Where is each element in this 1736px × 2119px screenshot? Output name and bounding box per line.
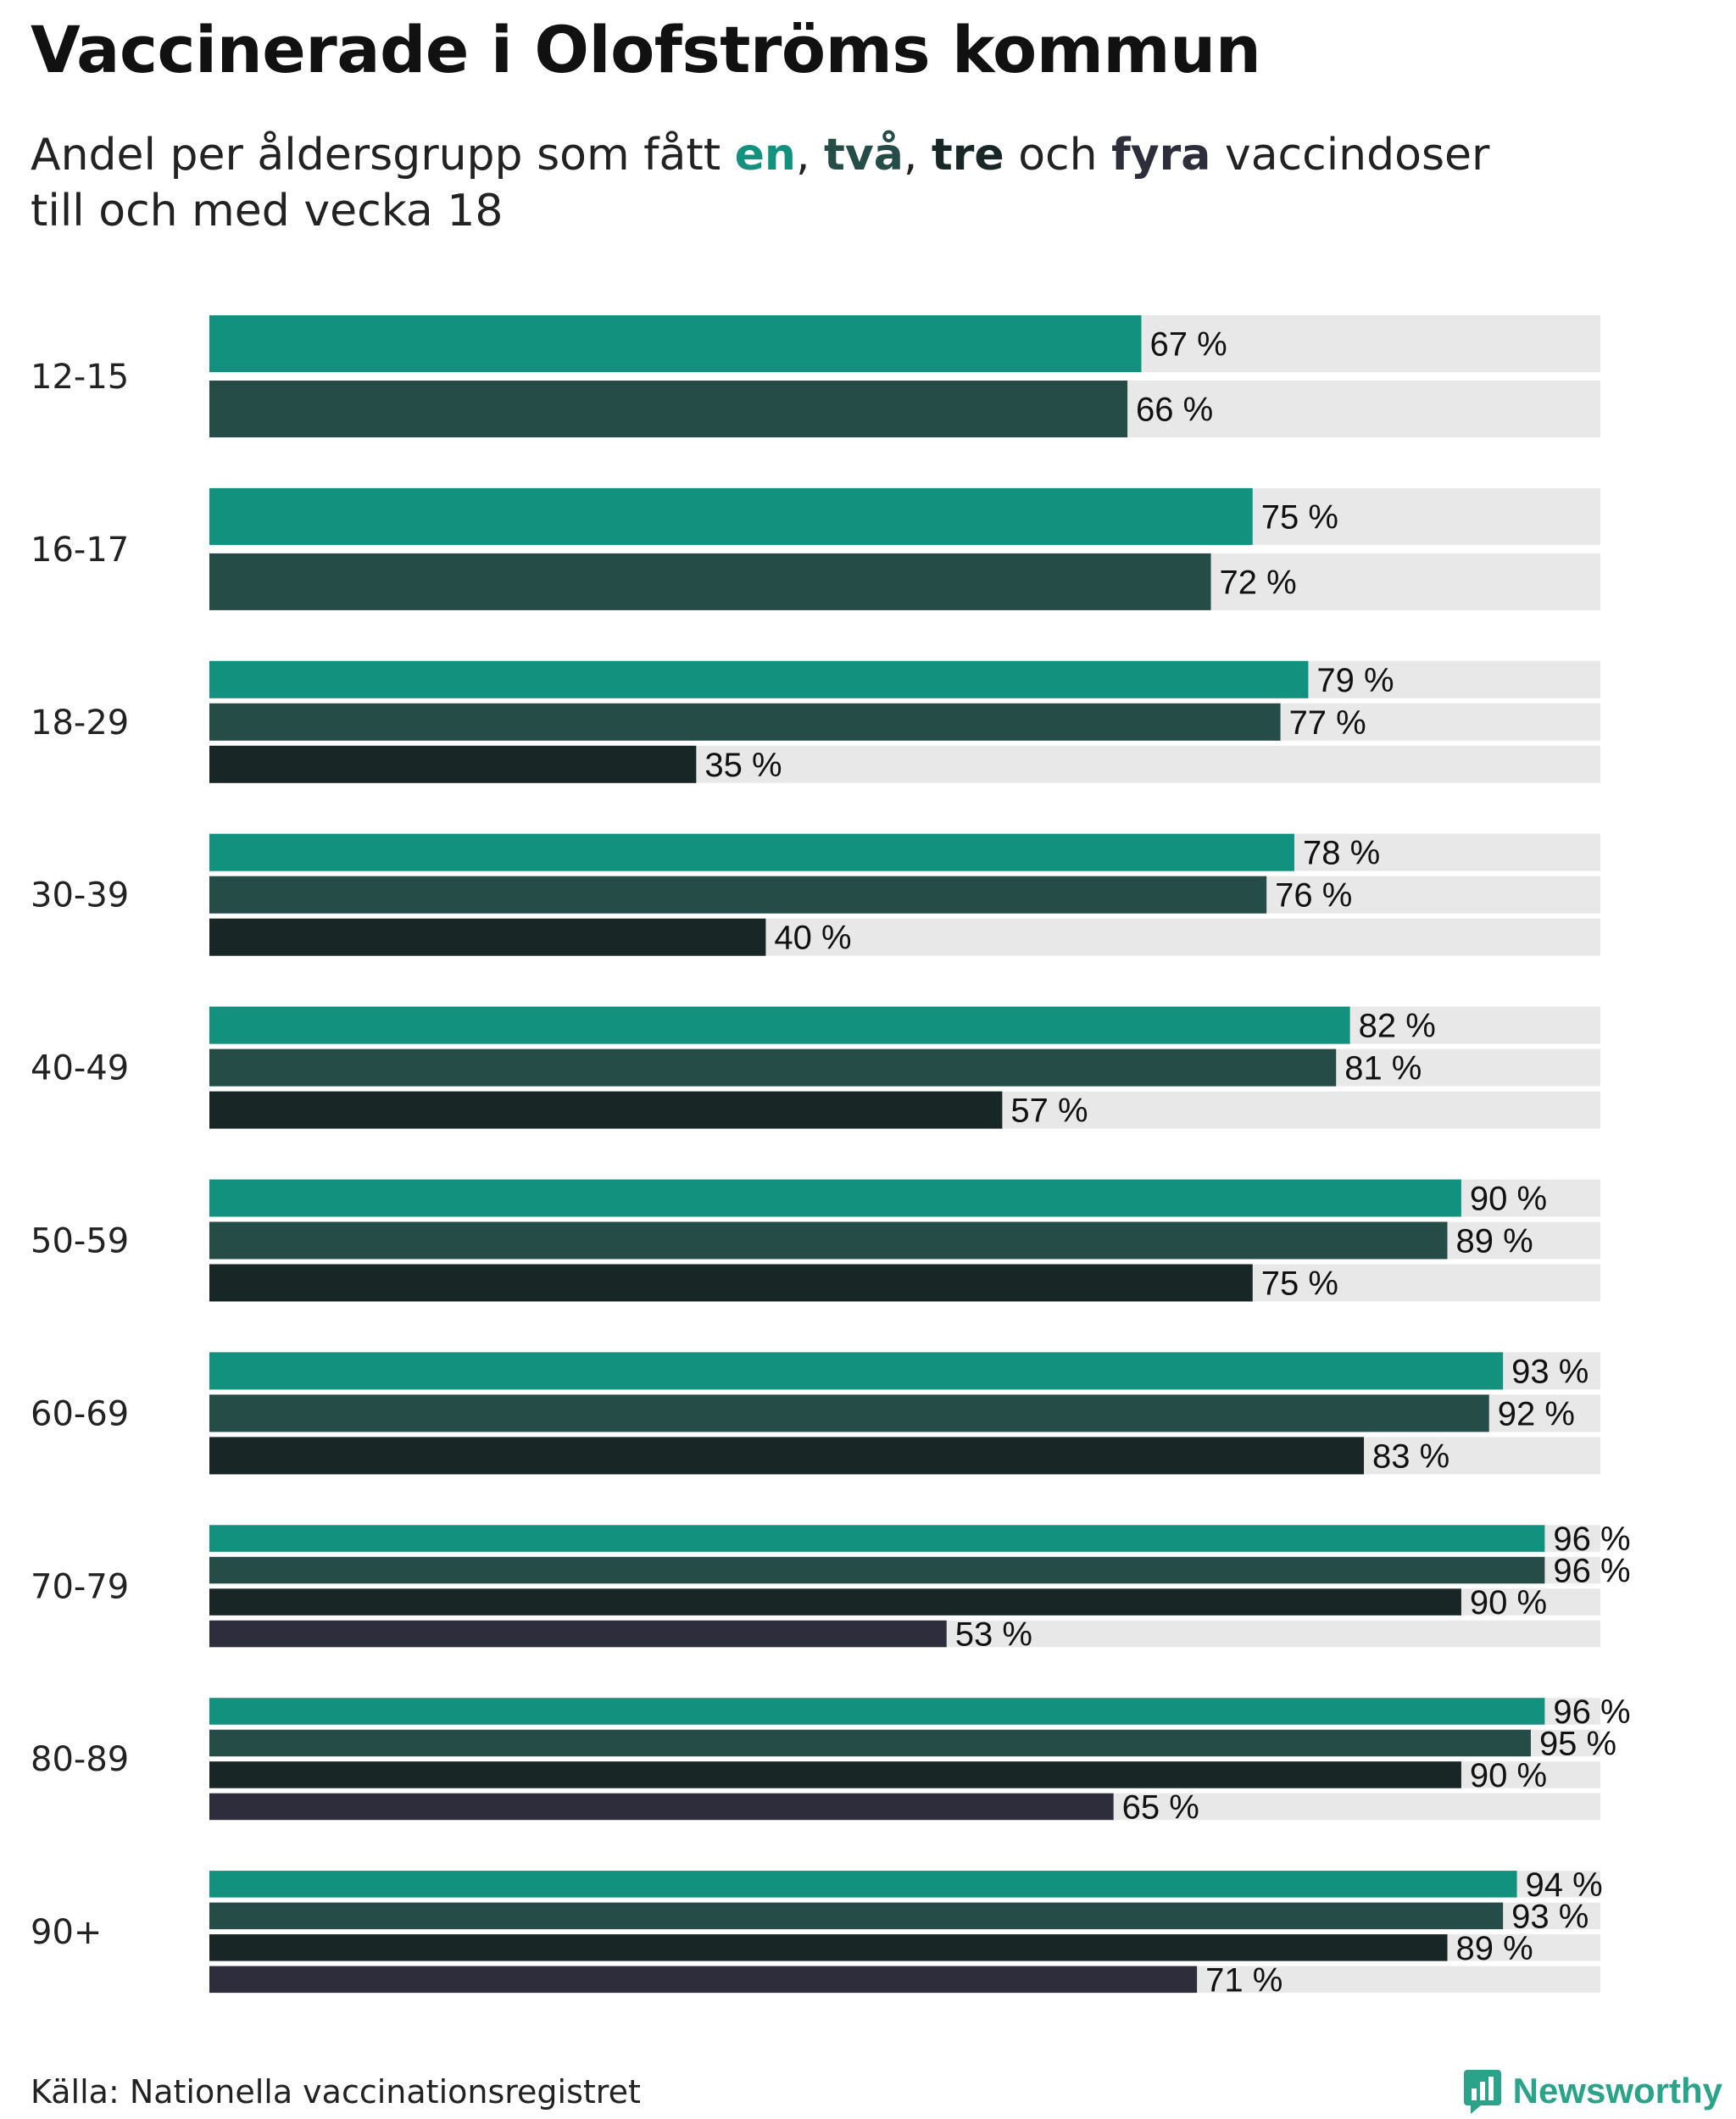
bar-90+-fyra: [209, 1966, 1197, 1994]
age-label-80-89: 80-89: [31, 1740, 129, 1779]
bar-50-59-en: [209, 1180, 1461, 1217]
data-label-30-39-en: 78 %: [1303, 835, 1380, 872]
bar-70-79-en: [209, 1525, 1544, 1552]
data-label-18-29-en: 79 %: [1316, 662, 1394, 699]
bar-18-29-tre: [209, 746, 696, 783]
bar-chart: 12-15 67 % 66 % 16-17 75 % 72 % 18-29 79 % 77 % 3…: [0, 0, 1736, 2060]
data-label-50-59-en: 90 %: [1470, 1181, 1547, 1218]
data-label-80-89-fyra: 65 %: [1122, 1788, 1199, 1826]
age-label-70-79: 70-79: [31, 1567, 129, 1606]
data-label-12-15-två: 66 %: [1136, 392, 1213, 429]
data-label-40-49-två: 81 %: [1344, 1050, 1422, 1087]
data-label-90+-fyra: 71 %: [1205, 1961, 1283, 1999]
bar-18-29-en: [209, 661, 1308, 698]
brand-logo: Newsworthy: [1464, 2068, 1722, 2114]
age-label-16-17: 16-17: [31, 531, 129, 570]
bar-90+-tre: [209, 1934, 1447, 1961]
data-label-80-89-tre: 90 %: [1470, 1757, 1547, 1794]
bar-16-17-två: [209, 553, 1211, 610]
data-label-16-17-en: 75 %: [1261, 498, 1338, 536]
bar-80-89-två: [209, 1730, 1531, 1757]
data-label-90+-tre: 89 %: [1455, 1930, 1533, 1967]
data-label-40-49-tre: 57 %: [1010, 1093, 1088, 1130]
data-label-60-69-en: 93 %: [1511, 1353, 1589, 1390]
data-label-16-17-två: 72 %: [1220, 564, 1297, 601]
data-label-60-69-två: 92 %: [1498, 1395, 1575, 1432]
bar-30-39-två: [209, 876, 1266, 914]
bar-12-15-en: [209, 315, 1141, 372]
data-label-70-79-fyra: 53 %: [955, 1616, 1032, 1654]
age-label-40-49: 40-49: [31, 1049, 129, 1088]
source-note: Källa: Nationella vaccinationsregistret: [31, 2073, 641, 2111]
data-label-30-39-två: 76 %: [1275, 877, 1352, 915]
data-label-30-39-tre: 40 %: [774, 920, 851, 957]
age-label-12-15: 12-15: [31, 358, 129, 397]
bar-80-89-en: [209, 1698, 1544, 1725]
bar-12-15-två: [209, 381, 1127, 437]
data-label-60-69-tre: 83 %: [1372, 1438, 1449, 1475]
age-label-90+: 90+: [31, 1913, 102, 1952]
data-label-18-29-två: 77 %: [1289, 704, 1366, 742]
age-label-50-59: 50-59: [31, 1222, 129, 1261]
newsworthy-logo-icon: [1464, 2068, 1501, 2114]
bar-80-89-tre: [209, 1761, 1461, 1788]
bar-50-59-tre: [209, 1265, 1253, 1302]
bar-30-39-en: [209, 834, 1294, 871]
data-label-50-59-tre: 75 %: [1261, 1265, 1338, 1303]
bar-70-79-tre: [209, 1588, 1461, 1616]
data-label-70-79-två: 96 %: [1553, 1553, 1630, 1590]
bar-70-79-fyra: [209, 1621, 947, 1648]
bar-60-69-tre: [209, 1437, 1364, 1474]
data-label-40-49-en: 82 %: [1359, 1008, 1436, 1045]
bar-40-49-två: [209, 1049, 1336, 1087]
bar-30-39-tre: [209, 919, 765, 956]
age-label-30-39: 30-39: [31, 876, 129, 915]
bar-18-29-två: [209, 704, 1281, 741]
data-label-80-89-två: 95 %: [1539, 1725, 1616, 1762]
bar-50-59-två: [209, 1222, 1447, 1260]
bar-40-49-en: [209, 1007, 1350, 1044]
bar-70-79-två: [209, 1557, 1544, 1584]
bar-90+-två: [209, 1903, 1503, 1930]
bar-40-49-tre: [209, 1092, 1002, 1129]
data-label-70-79-tre: 90 %: [1470, 1584, 1547, 1621]
data-label-12-15-en: 67 %: [1149, 326, 1227, 364]
bar-80-89-fyra: [209, 1794, 1114, 1821]
bar-60-69-en: [209, 1352, 1503, 1389]
bar-90+-en: [209, 1871, 1517, 1898]
brand-name: Newsworthy: [1513, 2071, 1722, 2111]
bar-16-17-en: [209, 488, 1253, 545]
age-label-18-29: 18-29: [31, 704, 129, 742]
data-label-18-29-tre: 35 %: [704, 747, 782, 784]
data-label-50-59-två: 89 %: [1455, 1223, 1533, 1260]
bar-60-69-två: [209, 1394, 1489, 1432]
age-label-60-69: 60-69: [31, 1394, 129, 1433]
